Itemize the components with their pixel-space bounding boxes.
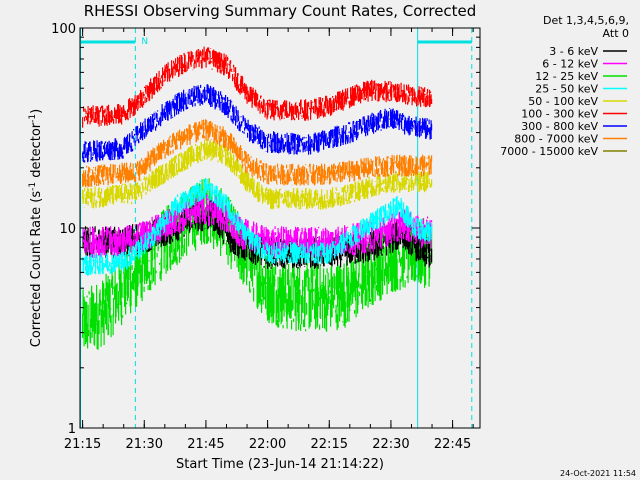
- legend-entry-label: 7000 - 15000 keV: [500, 145, 598, 158]
- legend-entry-label: 50 - 100 keV: [528, 95, 598, 108]
- legend-header-line-2: Att 0: [603, 27, 629, 40]
- series-line: [82, 139, 433, 210]
- legend-entry-label: 100 - 300 keV: [521, 108, 598, 121]
- y-tick-label: 10: [59, 222, 76, 237]
- x-tick-label: 21:45: [187, 437, 224, 452]
- legend-entry-label: 800 - 7000 keV: [514, 133, 598, 146]
- legend-entry-label: 12 - 25 keV: [535, 70, 598, 83]
- x-tick-label: 22:15: [311, 437, 348, 452]
- legend-entry-label: 25 - 50 keV: [535, 83, 598, 96]
- x-tick-label: 21:30: [126, 437, 163, 452]
- timestamp-label: 24-Oct-2021 11:54: [560, 469, 636, 478]
- series-line: [82, 46, 433, 128]
- x-tick-label: 22:45: [434, 437, 471, 452]
- legend-header-line-1: Det 1,3,4,5,6,9,: [543, 14, 629, 27]
- x-axis-label: Start Time (23-Jun-14 21:14:22): [176, 457, 384, 472]
- y-tick-label: 1: [68, 422, 76, 437]
- legend-entry-label: 3 - 6 keV: [549, 45, 598, 58]
- x-tick-label: 22:00: [249, 437, 286, 452]
- x-tick-label: 22:30: [372, 437, 409, 452]
- chart-title: RHESSI Observing Summary Count Rates, Co…: [84, 2, 477, 20]
- legend-entry-label: 6 - 12 keV: [542, 58, 598, 71]
- y-tick-label: 100: [51, 22, 76, 37]
- tick-layer: 21:15 21:30 21:45 22:00 22:15 22:30 22:45 1 10 10…: [51, 22, 480, 452]
- x-tick-label: 21:15: [64, 437, 101, 452]
- series-layer: [82, 46, 433, 350]
- legend-entry-label: 300 - 800 keV: [521, 120, 598, 133]
- night-label: N: [141, 37, 148, 47]
- y-axis-label: Corrected Count Rate (s-1 detector-1): [28, 109, 44, 347]
- series-line: [82, 84, 433, 163]
